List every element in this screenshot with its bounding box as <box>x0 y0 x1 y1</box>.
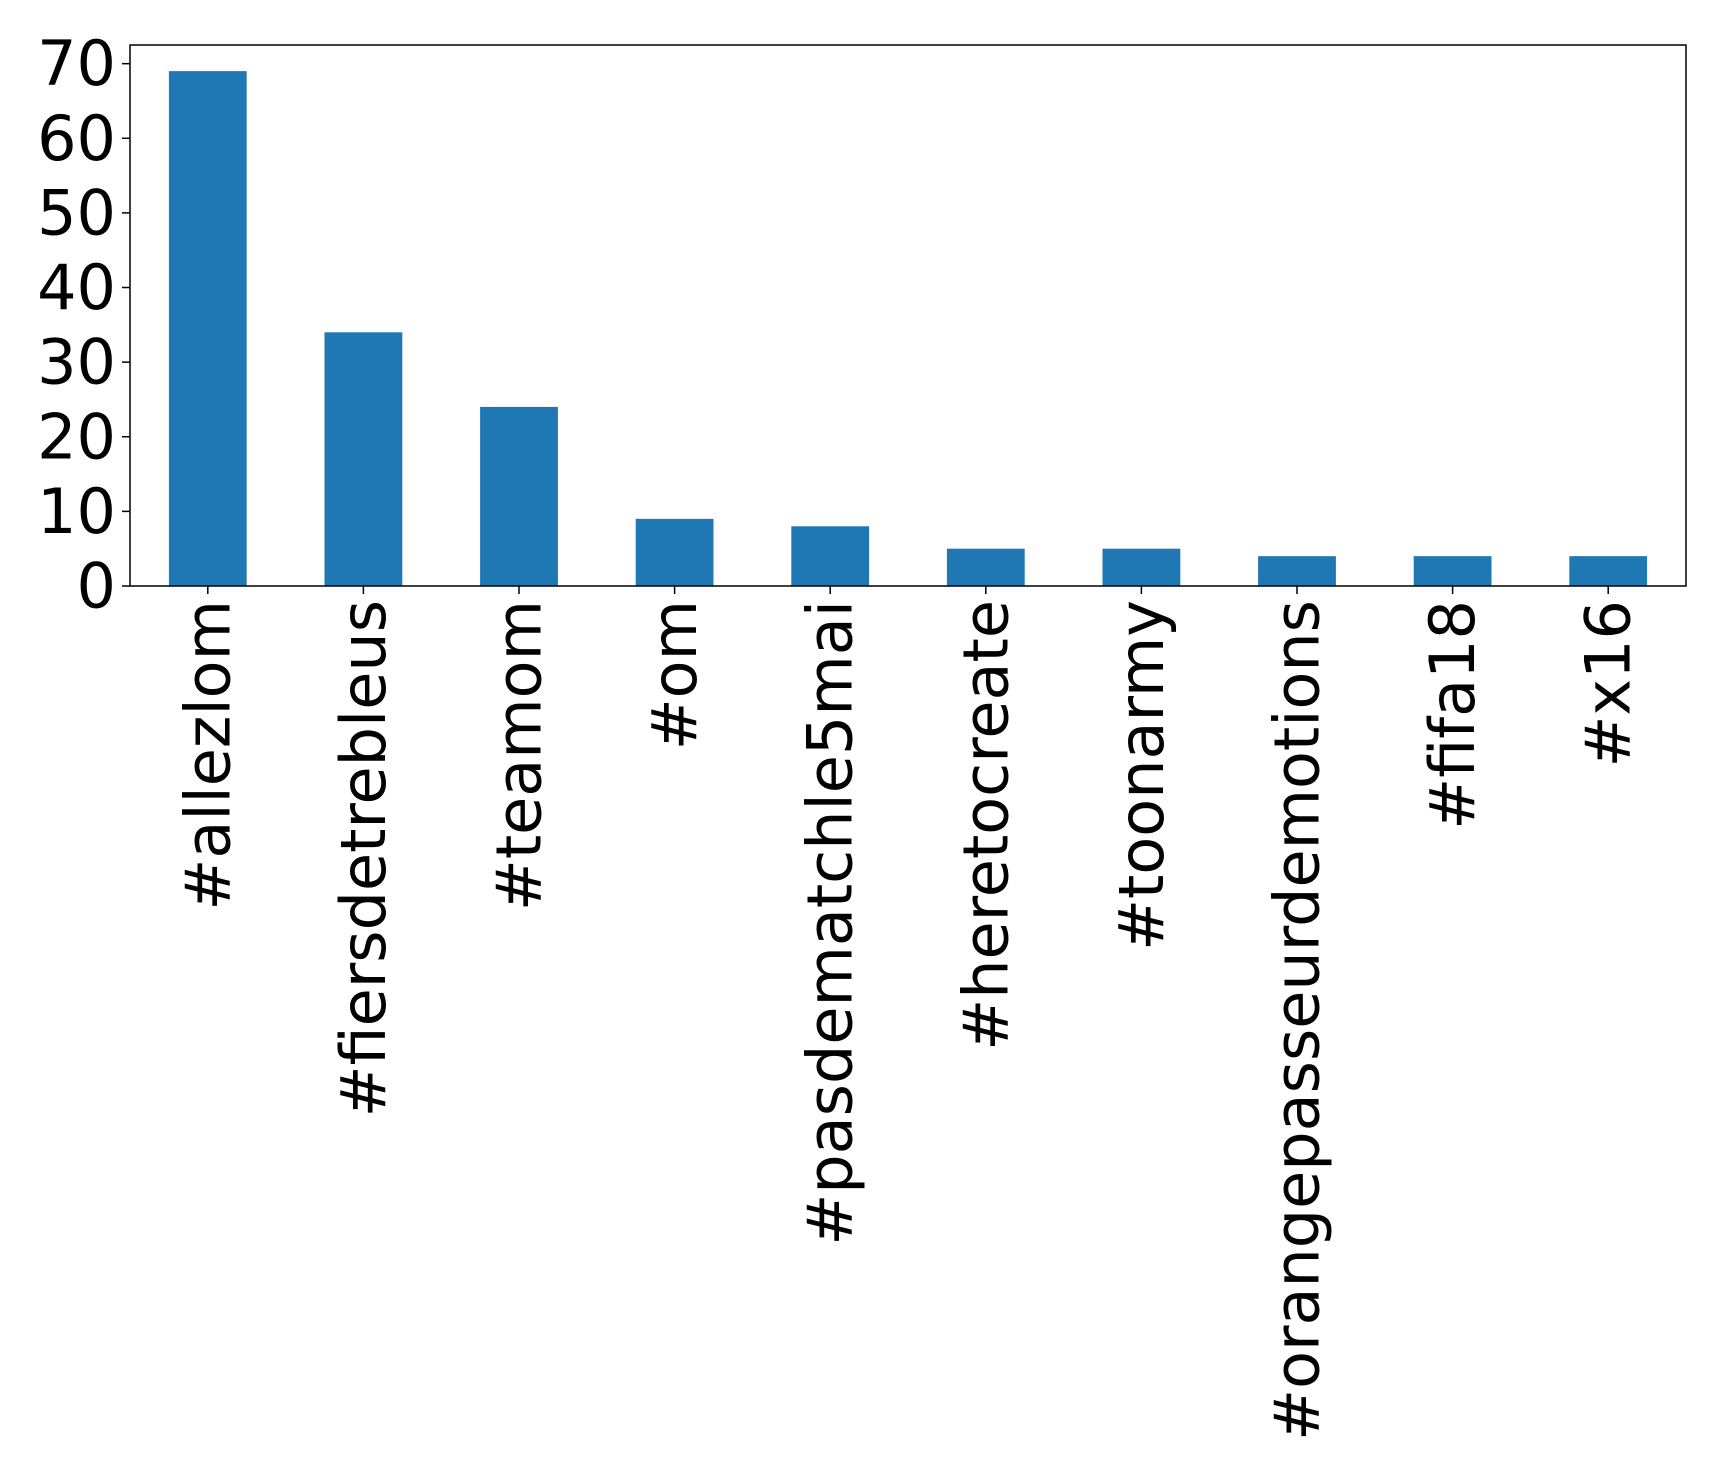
x-tick-label: #allezlom <box>171 600 244 911</box>
y-tick-label: 20 <box>37 400 116 473</box>
plot-frame <box>129 44 1687 587</box>
bar <box>791 526 870 586</box>
bar <box>1258 556 1336 586</box>
bar <box>1569 556 1648 586</box>
bar <box>1102 548 1181 586</box>
bar <box>946 548 1025 586</box>
x-tick-label: #fifa18 <box>1416 600 1489 830</box>
y-tick-label: 40 <box>37 251 116 324</box>
y-tick-label: 10 <box>37 475 116 548</box>
x-tick-label: #orangepasseurdemotions <box>1261 600 1334 1441</box>
x-tick-label: #pasdematchle5mai <box>794 600 867 1246</box>
bars-layer <box>168 71 1648 586</box>
y-tick-label: 0 <box>77 550 116 623</box>
bar <box>480 406 558 586</box>
bar <box>1413 556 1492 586</box>
x-tick-label: #fiersdetrebleus <box>327 600 400 1117</box>
x-tick-label: #x16 <box>1572 600 1645 768</box>
y-tick-label: 70 <box>37 27 116 100</box>
x-tick-label: #om <box>638 600 711 750</box>
x-tick-label: #toonarmy <box>1105 600 1178 951</box>
bar <box>635 518 714 586</box>
y-tick-label: 50 <box>37 176 116 249</box>
x-tick-label: #heretocreate <box>949 600 1022 1051</box>
bar <box>168 71 247 586</box>
bar <box>324 332 403 586</box>
x-axis: #allezlom #fiersdetrebleus #teamom #om #pasd… <box>171 586 1645 1441</box>
y-tick-label: 30 <box>37 326 116 399</box>
x-tick-label: #teamom <box>483 600 556 911</box>
y-tick-label: 60 <box>37 102 116 175</box>
